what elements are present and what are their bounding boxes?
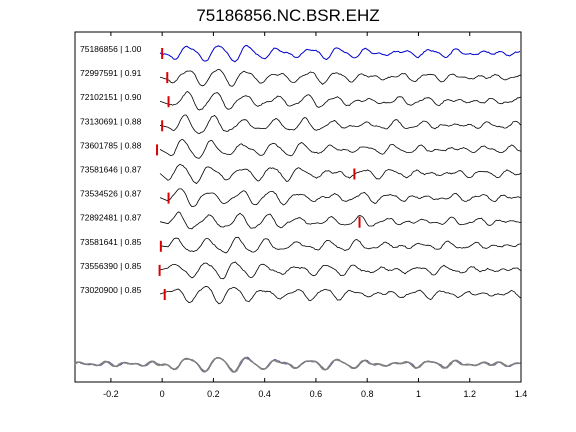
stack-line-3	[74, 356, 521, 373]
trace-line-6	[159, 163, 521, 185]
trace-line-10	[159, 261, 521, 280]
plot-frame	[74, 31, 522, 383]
trace-label-4: 73130691 | 0.88	[80, 116, 142, 126]
x-tick-label-1: -0.2	[103, 389, 119, 399]
stack-line-6	[74, 356, 521, 373]
x-axis: -0.2 0 0.2 0.4 0.6 0.8 1 1.2 1.4	[103, 32, 527, 399]
stack-group	[74, 356, 521, 373]
x-tick-label-4: 0.4	[258, 389, 271, 399]
trace-line-5	[159, 139, 521, 159]
trace-label-11: 73020900 | 0.85	[80, 285, 142, 295]
trace-label-6: 73581646 | 0.87	[80, 165, 142, 175]
trace-label-5: 73601785 | 0.88	[80, 140, 142, 150]
x-tick-label-3: 0.2	[207, 389, 220, 399]
trace-group: 75186856 | 1.00 72997591 | 0.91 72102151 |…	[80, 44, 521, 305]
stack-line-1	[74, 356, 521, 373]
trace-line-7	[159, 188, 521, 208]
x-tick-label-8: 1.2	[463, 389, 476, 399]
stack-line-4	[74, 356, 521, 373]
x-tick-label-7: 1	[416, 389, 421, 399]
trace-label-9: 73581641 | 0.85	[80, 237, 142, 247]
trace-line-9	[159, 236, 521, 254]
stack-line-2	[74, 356, 521, 373]
trace-label-1: 75186856 | 1.00	[80, 44, 142, 54]
trace-label-10: 73556390 | 0.85	[80, 261, 142, 271]
x-tick-label-2: 0	[160, 389, 165, 399]
trace-line-8	[159, 211, 521, 230]
trace-line-1	[159, 44, 521, 63]
chart-title: 75186856.NC.BSR.EHZ	[196, 6, 380, 25]
trace-line-2	[159, 68, 521, 87]
stack-line-5	[74, 356, 521, 373]
x-tick-label-6: 0.8	[361, 389, 374, 399]
trace-line-3	[159, 91, 521, 111]
trace-label-2: 72997591 | 0.91	[80, 68, 142, 78]
trace-label-7: 73534526 | 0.87	[80, 189, 142, 199]
trace-label-3: 72102151 | 0.90	[80, 92, 142, 102]
trace-label-8: 72892481 | 0.87	[80, 213, 142, 223]
x-tick-label-9: 1.4	[515, 389, 528, 399]
trace-line-11	[159, 285, 521, 305]
x-tick-label-5: 0.6	[310, 389, 323, 399]
stack-line-11	[74, 357, 521, 373]
trace-line-4	[159, 114, 521, 135]
